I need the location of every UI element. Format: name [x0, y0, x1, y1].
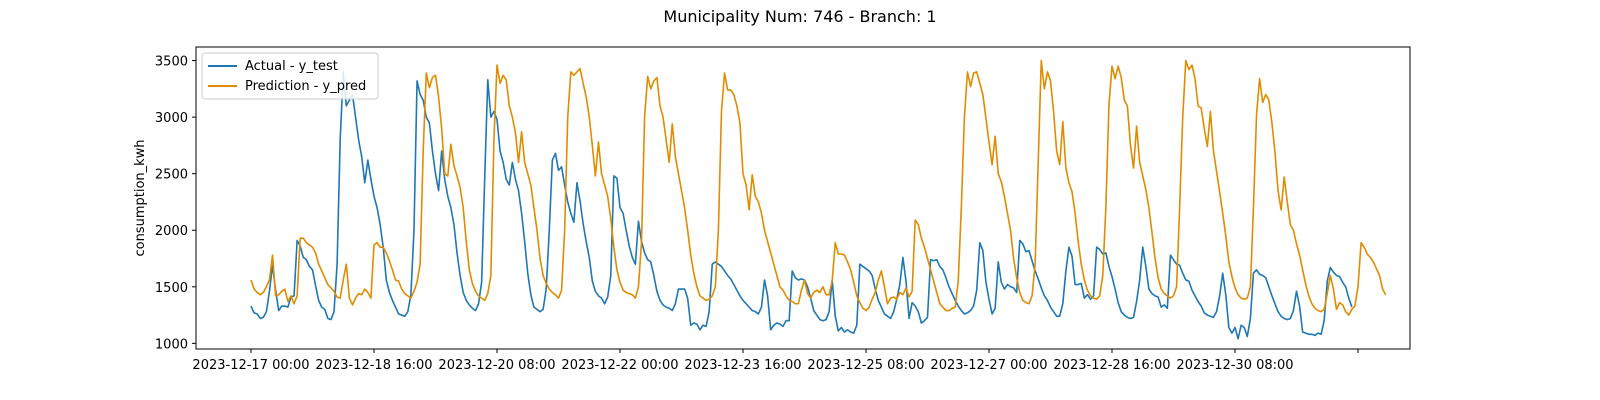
series-line-prediction — [250, 59, 1387, 316]
x-tick-label: 2023-12-17 00:00 — [192, 358, 309, 373]
plot-area: 1000 1500 2000 2500 3000 3500 2023-12-17 00:00… — [155, 55, 1387, 373]
x-tick-label: 2023-12-27 00:00 — [930, 358, 1047, 373]
y-tick-label: 2500 — [155, 168, 188, 183]
x-tick-label: 2023-12-30 08:00 — [1176, 358, 1293, 373]
x-tick-label: 2023-12-23 16:00 — [684, 358, 801, 373]
x-tick-label: 2023-12-20 08:00 — [438, 358, 555, 373]
legend-box — [201, 52, 379, 100]
legend: Actual - y_test Prediction - y_pred — [201, 52, 379, 100]
legend-label-prediction: Prediction - y_pred — [245, 79, 366, 94]
chart-title: Municipality Num: 746 - Branch: 1 — [663, 7, 936, 26]
legend-label-actual: Actual - y_test — [245, 59, 338, 74]
y-axis-label: consumption_kwh — [133, 139, 148, 256]
x-tick-label: 2023-12-22 00:00 — [561, 358, 678, 373]
x-tick-label: 2023-12-25 08:00 — [807, 358, 924, 373]
y-tick-label: 3500 — [155, 55, 188, 70]
y-tick-label: 2000 — [155, 224, 188, 239]
y-tick-label: 1500 — [155, 281, 188, 296]
plot-frame — [195, 46, 1411, 350]
x-tick-label: 2023-12-28 16:00 — [1053, 358, 1170, 373]
y-tick-label: 1000 — [155, 337, 188, 352]
series-line-actual — [250, 71, 1353, 340]
y-tick-label: 3000 — [155, 111, 188, 126]
x-tick-label: 2023-12-18 16:00 — [315, 358, 432, 373]
